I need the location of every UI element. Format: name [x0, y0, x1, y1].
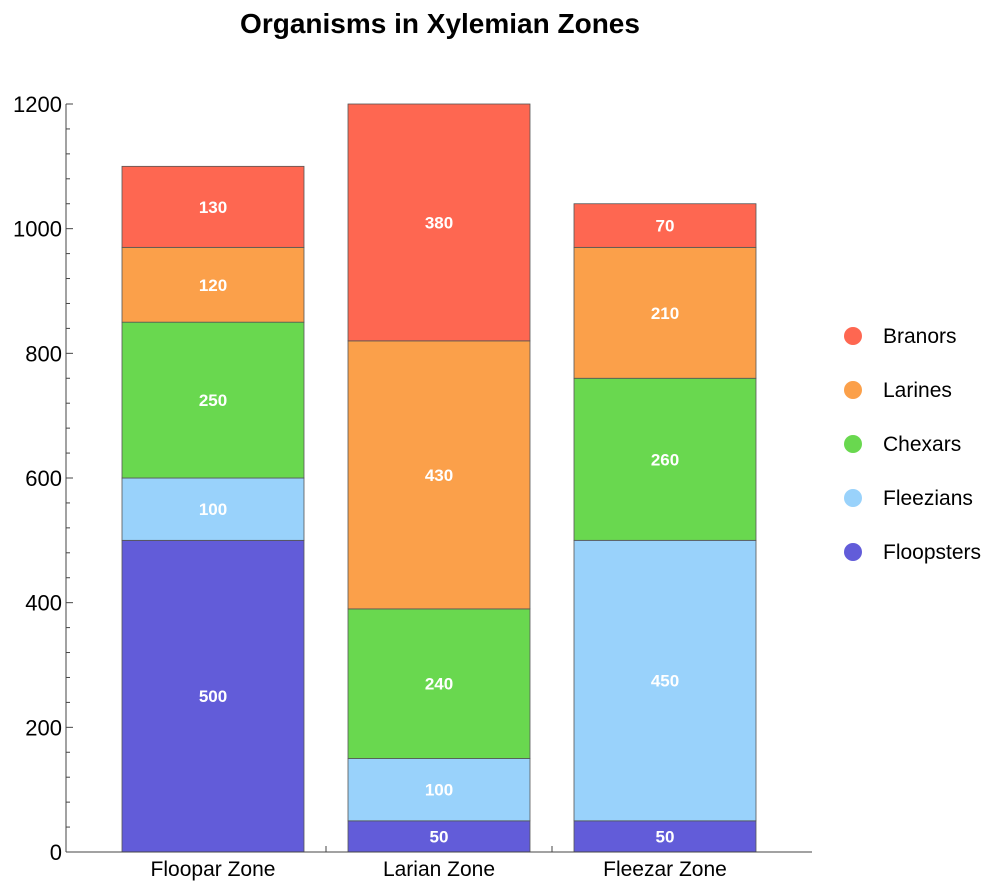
- data-label: 500: [199, 687, 227, 706]
- data-label: 70: [656, 217, 675, 236]
- x-tick-label: Floopar Zone: [151, 858, 276, 881]
- bar-segment: [121, 539, 305, 853]
- data-label: 120: [199, 276, 227, 295]
- legend-label: Fleezians: [883, 487, 973, 510]
- chart-title: Organisms in Xylemian Zones: [240, 8, 640, 39]
- legend-marker: [844, 489, 862, 507]
- legend: Branors Larines Chexars Fleezians Floopsters: [844, 325, 981, 564]
- data-label: 430: [425, 466, 453, 485]
- legend-marker: [844, 327, 862, 345]
- y-tick-label: 800: [25, 341, 62, 366]
- legend-label: Branors: [883, 325, 957, 348]
- y-tick-label: 1200: [13, 92, 62, 117]
- bar-segment: [121, 246, 305, 323]
- data-label: 240: [425, 675, 453, 694]
- bar-segment: [573, 377, 757, 541]
- y-tick-label: 200: [25, 715, 62, 740]
- legend-marker: [844, 543, 862, 561]
- data-label: 210: [651, 304, 679, 323]
- data-label: 100: [425, 781, 453, 800]
- bar-segment: [347, 608, 531, 759]
- bar-segment: [121, 321, 305, 479]
- legend-marker: [844, 435, 862, 453]
- bar-segment: [347, 103, 531, 342]
- bar-segment: [121, 165, 305, 248]
- legend-label: Chexars: [883, 433, 961, 456]
- axes-layer: 0 200 400 600 800 1000 1200 Floopar Zone Larian …: [13, 92, 812, 881]
- bar-segment: [573, 203, 757, 248]
- data-labels-layer: 500 100 250 120 130 50 100 240 430 380 50 450 260 210…: [199, 198, 679, 847]
- y-tick-label: 0: [50, 840, 62, 865]
- data-label: 450: [651, 672, 679, 691]
- x-tick-label: Larian Zone: [383, 858, 495, 881]
- x-tick-label: Fleezar Zone: [603, 858, 727, 881]
- y-tick-label: 600: [25, 466, 62, 491]
- bar-segment: [347, 758, 531, 822]
- legend-label: Larines: [883, 379, 952, 402]
- data-label: 50: [430, 827, 449, 846]
- data-label: 380: [425, 213, 453, 232]
- bars-layer: [121, 103, 757, 853]
- data-label: 130: [199, 198, 227, 217]
- y-tick-label: 1000: [13, 217, 62, 242]
- data-label: 250: [199, 391, 227, 410]
- y-tick-label: 400: [25, 591, 62, 616]
- data-label: 260: [651, 450, 679, 469]
- data-label: 100: [199, 500, 227, 519]
- bar-segment: [347, 340, 531, 610]
- bar-segment: [573, 539, 757, 822]
- legend-marker: [844, 381, 862, 399]
- legend-label: Floopsters: [883, 541, 981, 564]
- bar-segment: [573, 246, 757, 379]
- data-label: 50: [656, 827, 675, 846]
